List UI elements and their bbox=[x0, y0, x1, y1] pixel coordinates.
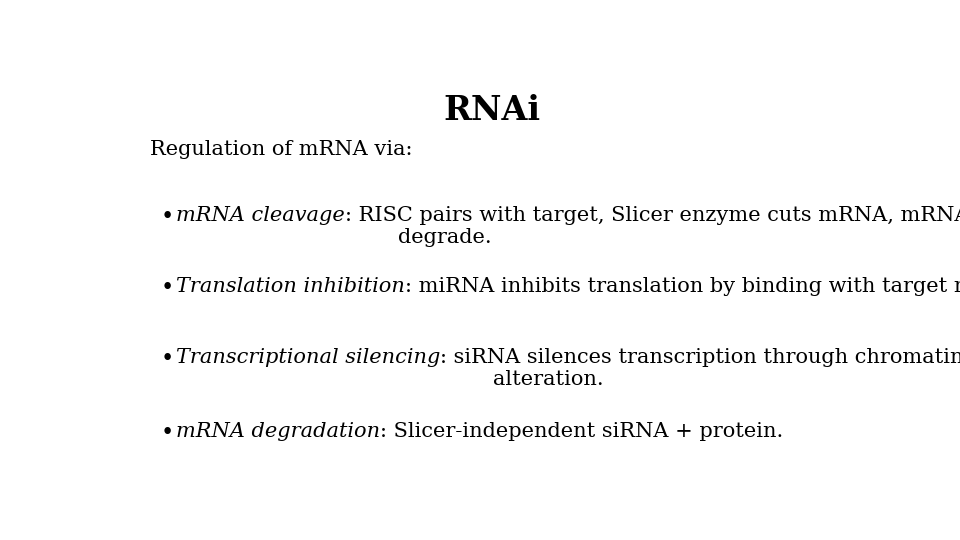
Text: •: • bbox=[161, 206, 174, 228]
Text: : Slicer-independent siRNA + protein.: : Slicer-independent siRNA + protein. bbox=[380, 422, 783, 441]
Text: Transcriptional silencing: Transcriptional silencing bbox=[176, 348, 441, 367]
Text: •: • bbox=[161, 348, 174, 369]
Text: : RISC pairs with target, Slicer enzyme cuts mRNA, mRNA pieces
        degrade.: : RISC pairs with target, Slicer enzyme … bbox=[345, 206, 960, 247]
Text: Translation inhibition: Translation inhibition bbox=[176, 277, 405, 296]
Text: •: • bbox=[161, 422, 174, 444]
Text: •: • bbox=[161, 277, 174, 299]
Text: mRNA degradation: mRNA degradation bbox=[176, 422, 380, 441]
Text: mRNA cleavage: mRNA cleavage bbox=[176, 206, 345, 225]
Text: Regulation of mRNA via:: Regulation of mRNA via: bbox=[150, 140, 412, 159]
Text: : siRNA silences transcription through chromatin
        alteration.: : siRNA silences transcription through c… bbox=[441, 348, 960, 389]
Text: : miRNA inhibits translation by binding with target mRNA.: : miRNA inhibits translation by binding … bbox=[405, 277, 960, 296]
Text: RNAi: RNAi bbox=[444, 94, 540, 127]
